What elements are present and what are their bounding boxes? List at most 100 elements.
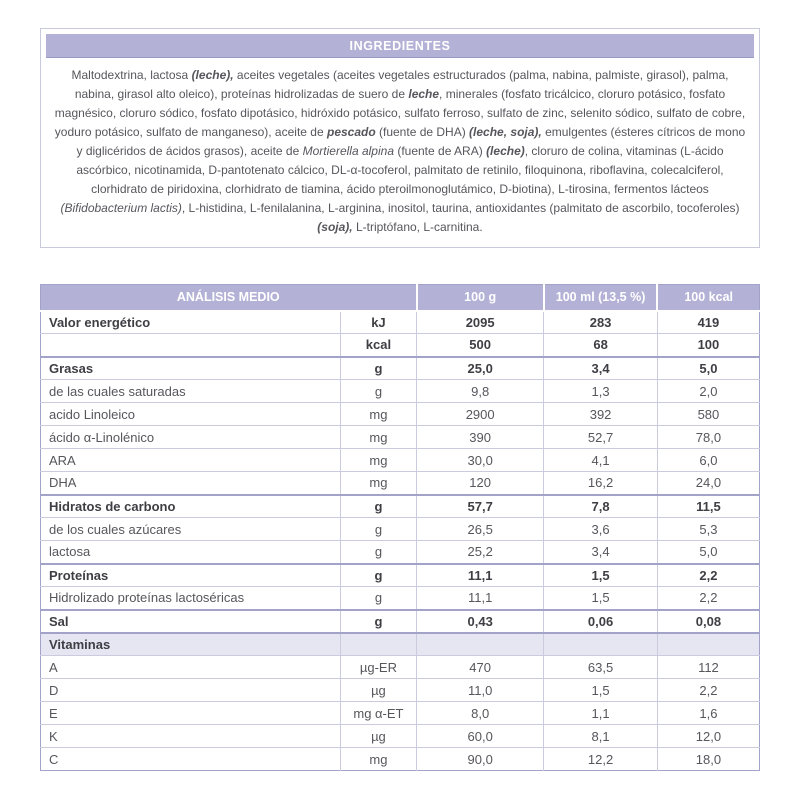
ingredient-segment: (fuente de DHA): [375, 125, 470, 139]
ingredients-header-bar: INGREDIENTES: [46, 34, 754, 58]
nutrient-value-col2: 68: [543, 333, 658, 357]
nutrient-value-col3: 1,6: [656, 701, 760, 725]
nutrient-value-col3: 24,0: [656, 471, 760, 495]
table-header-row: ANÁLISIS MEDIO 100 g 100 ml (13,5 %) 100…: [40, 284, 760, 312]
nutrient-label: Valor energético: [40, 309, 341, 334]
nutrient-unit: kcal: [339, 333, 417, 357]
nutrient-value-col3: 100: [656, 333, 760, 357]
nutrient-value-col2: 3,6: [543, 517, 658, 541]
ingredients-section: INGREDIENTES Maltodextrina, lactosa (lec…: [40, 28, 760, 248]
nutrient-value-col3: 12,0: [656, 724, 760, 748]
nutrient-unit: g: [339, 493, 417, 518]
column-header-100kcal: 100 kcal: [656, 284, 760, 312]
nutrient-unit: g: [339, 355, 417, 380]
nutrient-unit: kJ: [339, 309, 417, 334]
table-row: Grasas g 25,0 3,4 5,0: [40, 355, 760, 380]
nutrient-label: de los cuales azúcares: [40, 517, 341, 541]
nutrient-value-col2: 283: [543, 309, 658, 334]
average-analysis-table: ANÁLISIS MEDIO 100 g 100 ml (13,5 %) 100…: [40, 284, 760, 771]
table-row: de las cuales saturadas g 9,8 1,3 2,0: [40, 379, 760, 403]
ingredient-segment: Maltodextrina, lactosa: [71, 68, 192, 82]
table-row: ácido α-Linolénico mg 390 52,7 78,0: [40, 425, 760, 449]
table-row: Hidratos de carbono g 57,7 7,8 11,5: [40, 493, 760, 518]
ingredients-title: INGREDIENTES: [349, 39, 451, 53]
nutrient-unit: mg α-ET: [339, 701, 417, 725]
nutrient-label: Hidrolizado proteínas lactoséricas: [40, 586, 341, 610]
nutrient-value-col3: 5,0: [656, 355, 760, 380]
nutrient-value-col1: 90,0: [416, 747, 544, 771]
nutrient-unit: g: [339, 608, 417, 633]
nutrient-value-col1: 0,43: [416, 608, 544, 633]
nutrient-value-col1: 60,0: [416, 724, 544, 748]
nutrient-label: Grasas: [40, 355, 341, 380]
nutrient-value-col1: 390: [416, 425, 544, 449]
table-row: Hidrolizado proteínas lactoséricas g 11,1 1…: [40, 586, 760, 610]
nutrient-value-col3: 5,3: [656, 517, 760, 541]
nutrient-label: A: [40, 655, 341, 679]
nutrient-label: lactosa: [40, 540, 341, 564]
ingredient-segment: Mortierella alpina: [302, 144, 394, 158]
ingredient-segment: (soja),: [317, 220, 353, 234]
nutrient-value-col1: 120: [416, 471, 544, 495]
nutrient-value-col1: 25,2: [416, 540, 544, 564]
nutrient-value-col3: 78,0: [656, 425, 760, 449]
nutrient-unit: mg: [339, 747, 417, 771]
nutrient-value-col3: 6,0: [656, 448, 760, 472]
table-section-row: Vitaminas: [40, 631, 760, 656]
nutrient-unit: mg: [339, 471, 417, 495]
nutrient-label: de las cuales saturadas: [40, 379, 341, 403]
ingredient-segment: , minerales (fosfato tricálcico, cloruro…: [54, 87, 746, 139]
nutrient-unit: µg: [339, 724, 417, 748]
nutrient-value-col2: 3,4: [543, 355, 658, 380]
nutrient-value-col1: 30,0: [416, 448, 544, 472]
table-row: acido Linoleico mg 2900 392 580: [40, 402, 760, 426]
nutrient-value-col2: 1,5: [543, 586, 658, 610]
nutrient-value-col2: 8,1: [543, 724, 658, 748]
nutrient-value-col1: 2900: [416, 402, 544, 426]
nutrient-label: Vitaminas: [40, 631, 341, 656]
nutrient-unit: µg: [339, 678, 417, 702]
nutrient-value-col3: 112: [656, 655, 760, 679]
ingredient-segment: aceites vegetales (aceites vegetales est…: [74, 68, 729, 101]
nutrient-value-col3: 2,2: [656, 562, 760, 587]
column-header-100g: 100 g: [415, 284, 544, 312]
column-header-100ml: 100 ml (13,5 %): [542, 284, 658, 312]
nutrient-value-col1: 25,0: [416, 355, 544, 380]
nutrient-value-col3: 18,0: [656, 747, 760, 771]
nutrient-value-col3: 580: [656, 402, 760, 426]
nutrient-value-col2: 7,8: [543, 493, 658, 518]
nutrient-value-col2: [543, 631, 658, 656]
table-title: ANÁLISIS MEDIO: [40, 284, 417, 312]
nutrient-value-col2: 1,3: [543, 379, 658, 403]
table-row: Valor energético kJ 2095 283 419: [40, 309, 760, 334]
nutrient-label: K: [40, 724, 341, 748]
nutrient-value-col2: 16,2: [543, 471, 658, 495]
nutrient-value-col2: 1,5: [543, 562, 658, 587]
ingredient-segment: , cloruro de colina, vitaminas (L-ácido …: [76, 144, 724, 196]
nutrient-value-col1: 11,1: [416, 586, 544, 610]
nutrient-value-col1: [416, 631, 544, 656]
ingredients-text: Maltodextrina, lactosa (leche), aceites …: [53, 66, 747, 237]
nutrient-value-col2: 3,4: [543, 540, 658, 564]
ingredient-segment: leche: [408, 87, 440, 101]
ingredient-segment: emulgentes (ésteres cítricos de mono y d…: [76, 125, 746, 158]
nutrient-label: ARA: [40, 448, 341, 472]
ingredient-segment: L-triptófano, L-carnitina.: [352, 220, 483, 234]
nutrient-value-col1: 2095: [416, 309, 544, 334]
nutrient-label: Hidratos de carbono: [40, 493, 341, 518]
ingredient-segment: , L-histidina, L-fenilalanina, L-arginin…: [181, 201, 740, 215]
nutrient-value-col1: 11,0: [416, 678, 544, 702]
table-row: ARA mg 30,0 4,1 6,0: [40, 448, 760, 472]
nutrient-label: DHA: [40, 471, 341, 495]
nutrient-unit: µg-ER: [339, 655, 417, 679]
nutrient-value-col3: 2,0: [656, 379, 760, 403]
nutrient-unit: mg: [339, 425, 417, 449]
ingredient-segment: (leche): [486, 144, 525, 158]
nutrient-unit: g: [339, 586, 417, 610]
table-row: de los cuales azúcares g 26,5 3,6 5,3: [40, 517, 760, 541]
ingredient-segment: (leche),: [191, 68, 234, 82]
nutrient-label: [40, 333, 341, 357]
table-row: Sal g 0,43 0,06 0,08: [40, 608, 760, 633]
